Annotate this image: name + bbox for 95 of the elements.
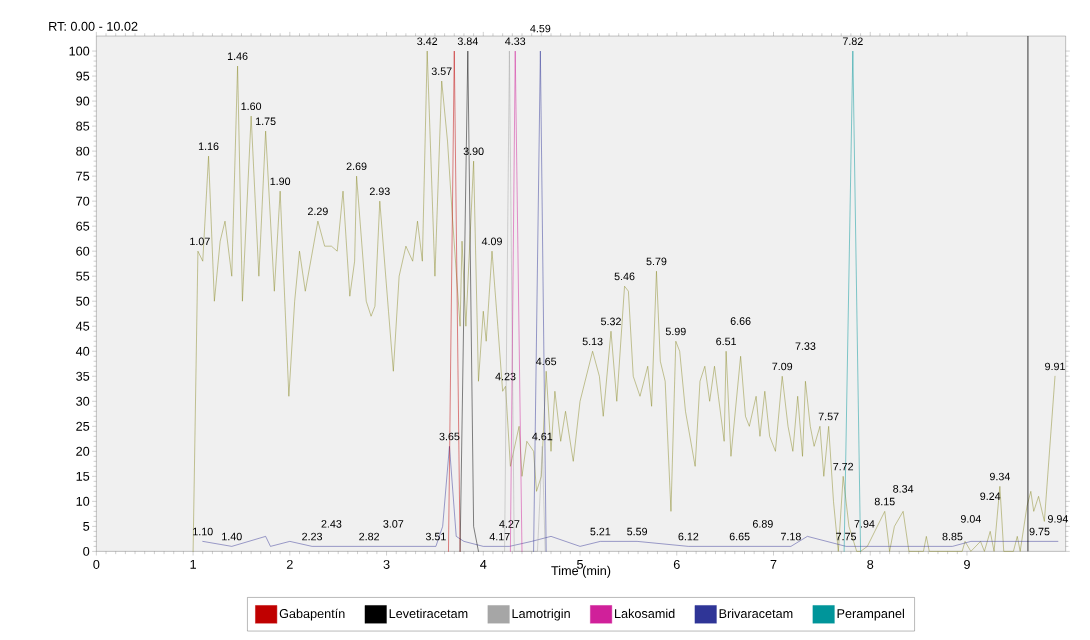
annotation: 5.46 xyxy=(614,272,635,281)
annotation: 9.94 xyxy=(1047,515,1069,523)
annotation: 7.33 xyxy=(795,342,816,350)
annotation: 2.69 xyxy=(346,162,367,171)
x-tick-label: 3 xyxy=(383,559,390,569)
annotation: 1.75 xyxy=(256,117,276,126)
x-tick-label: 2 xyxy=(286,559,293,569)
annotation: 7.09 xyxy=(772,362,793,371)
x-tick-label: 4 xyxy=(480,559,487,569)
annotation: 3.07 xyxy=(383,520,404,528)
y-tick-label: 50 xyxy=(76,296,90,306)
y-tick-label: 45 xyxy=(75,321,90,331)
legend-label: Lamotrigin xyxy=(512,608,570,621)
x-tick-label: 1 xyxy=(190,559,196,569)
annotation: 2.82 xyxy=(359,532,380,541)
y-tick-label: 85 xyxy=(76,121,90,131)
x-tick-label: 9 xyxy=(964,559,970,569)
annotation: 4.65 xyxy=(535,357,557,366)
y-tick-label: 100 xyxy=(69,46,90,56)
annotation: 9.24 xyxy=(980,492,1001,500)
annotation: 7.94 xyxy=(854,520,875,528)
legend-label: Perampanel xyxy=(837,608,904,621)
annotation: 9.34 xyxy=(989,472,1010,481)
chart-title: RT: 0.00 - 10.02 xyxy=(49,21,138,31)
annotation: 5.79 xyxy=(646,257,667,266)
annotation: 1.40 xyxy=(222,532,242,541)
annotation: 1.10 xyxy=(193,527,213,536)
y-tick-label: 30 xyxy=(76,396,90,406)
annotation: 3.90 xyxy=(463,147,484,156)
annotation: 3.65 xyxy=(439,432,460,441)
y-tick-label: 70 xyxy=(76,196,90,206)
y-tick-label: 90 xyxy=(76,96,90,106)
annotation: 5.99 xyxy=(665,327,686,336)
legend-label: Levetiracetam xyxy=(389,608,468,618)
annotation: 1.60 xyxy=(241,102,262,111)
y-tick-label: 15 xyxy=(76,471,90,481)
annotation: 2.43 xyxy=(321,520,342,528)
annotation: 2.29 xyxy=(307,207,328,216)
annotation: 1.46 xyxy=(227,52,248,61)
annotation: 8.85 xyxy=(942,532,963,541)
annotation: 4.23 xyxy=(495,372,516,381)
x-tick-label: 6 xyxy=(673,559,680,569)
annotation: 6.12 xyxy=(678,532,699,541)
annotation: 4.17 xyxy=(489,532,510,541)
annotation: 7.72 xyxy=(833,462,854,471)
annotation: 8.15 xyxy=(874,497,895,506)
annotation: 3.42 xyxy=(417,37,438,45)
annotation: 3.84 xyxy=(457,37,478,45)
y-tick-label: 20 xyxy=(76,446,90,456)
legend-label: Lakosamid xyxy=(615,608,675,618)
annotation: 1.16 xyxy=(198,142,219,151)
y-tick-label: 0 xyxy=(83,546,90,556)
annotation: 4.61 xyxy=(532,432,553,441)
annotation: 7.57 xyxy=(818,412,839,421)
x-tick-label: 8 xyxy=(867,559,874,569)
y-tick-label: 65 xyxy=(76,221,90,231)
annotation: 6.89 xyxy=(752,520,773,528)
annotation: 2.23 xyxy=(302,532,323,541)
annotation: 8.34 xyxy=(893,485,914,493)
annotation: 4.09 xyxy=(481,237,502,246)
x-tick-label: 0 xyxy=(93,559,100,569)
y-tick-label: 10 xyxy=(76,496,90,506)
y-tick-label: 25 xyxy=(76,421,90,431)
y-tick-label: 35 xyxy=(76,371,90,381)
y-tick-label: 55 xyxy=(76,271,90,281)
annotation: 5.32 xyxy=(600,317,621,326)
annotation: 5.13 xyxy=(582,337,603,346)
annotation: 4.59 xyxy=(530,24,551,33)
annotation: 2.93 xyxy=(369,187,390,196)
annotation: 3.51 xyxy=(425,532,446,541)
annotation: 3.57 xyxy=(431,67,452,76)
annotation: 6.51 xyxy=(716,337,737,346)
y-tick-label: 75 xyxy=(76,171,90,181)
y-tick-label: 60 xyxy=(76,246,90,256)
annotation: 9.75 xyxy=(1029,527,1050,536)
annotation: 7.18 xyxy=(781,532,801,541)
annotation: 4.33 xyxy=(505,37,526,45)
y-tick-label: 80 xyxy=(76,146,90,156)
annotation: 7.75 xyxy=(836,532,857,541)
annotation: 6.66 xyxy=(730,317,751,325)
annotation: 5.21 xyxy=(590,527,611,536)
legend-label: Gabapentín xyxy=(279,608,345,621)
y-tick-label: 5 xyxy=(83,521,90,531)
legend-label: Brivaracetam xyxy=(719,608,793,618)
y-tick-label: 40 xyxy=(75,346,90,356)
annotation: 1.07 xyxy=(190,237,210,246)
annotation: 1.90 xyxy=(270,177,291,186)
x-tick-label: 7 xyxy=(770,559,777,569)
annotation: 4.27 xyxy=(499,520,520,528)
annotation: 9.04 xyxy=(960,515,981,523)
annotation: 9.91 xyxy=(1045,362,1065,371)
annotation: 7.82 xyxy=(842,37,863,45)
annotation: 6.65 xyxy=(729,532,750,541)
annotation: 5.59 xyxy=(627,527,648,536)
y-tick-label: 95 xyxy=(76,71,90,81)
